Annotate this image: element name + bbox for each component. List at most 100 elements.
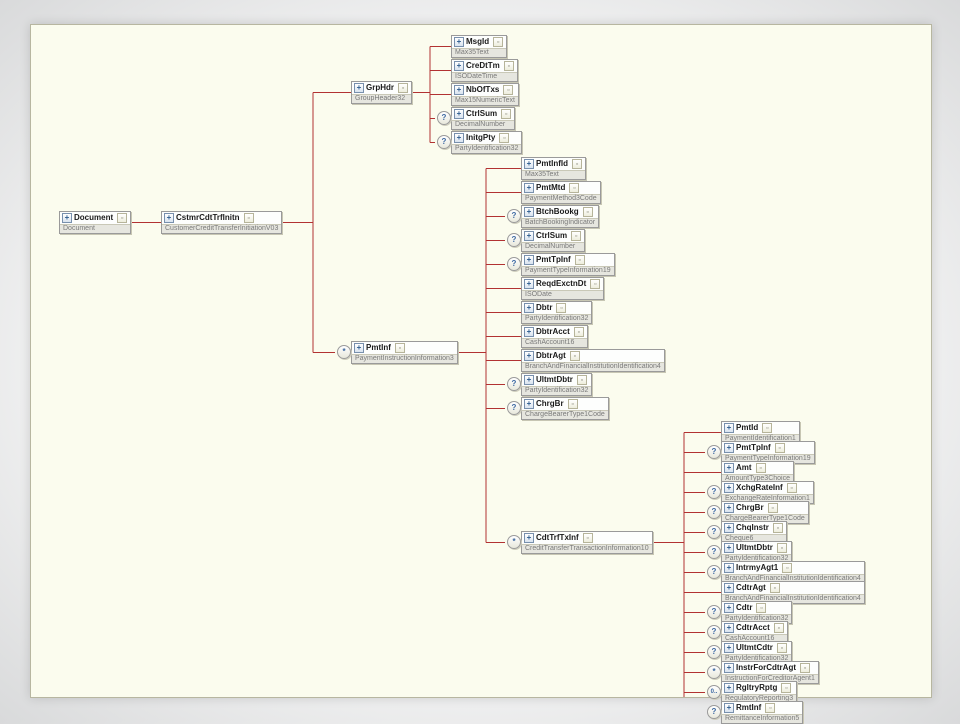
node-label: CdtrAcct xyxy=(736,624,770,632)
expand-icon[interactable]: + xyxy=(524,351,534,361)
expand-icon[interactable]: + xyxy=(524,207,534,217)
cardinality-indicator: ? xyxy=(707,485,721,499)
node-label: ChqInstr xyxy=(736,524,769,532)
node-type: DecimalNumber xyxy=(522,242,584,251)
expand-icon[interactable]: + xyxy=(724,603,734,613)
schema-node-pmtmtd[interactable]: +PmtMtd▫PaymentMethod3Code xyxy=(521,181,601,204)
expand-icon[interactable]: + xyxy=(524,533,534,543)
node-label: ChrgBr xyxy=(536,400,564,408)
content-model-icon: ▫ xyxy=(568,399,578,409)
content-model-icon: ▫ xyxy=(775,443,785,453)
cardinality-indicator: ? xyxy=(707,605,721,619)
node-label: ChrgBr xyxy=(736,504,764,512)
schema-node-credttm[interactable]: +CreDtTm▫ISODateTime xyxy=(451,59,518,82)
expand-icon[interactable]: + xyxy=(724,663,734,673)
node-label: MsgId xyxy=(466,38,489,46)
content-model-icon: ▫ xyxy=(768,503,778,513)
schema-node-root[interactable]: +CstmrCdtTrfInitn▫CustomerCreditTransfer… xyxy=(161,211,282,234)
node-label: Document xyxy=(74,214,113,222)
content-model-icon: ▫ xyxy=(570,351,580,361)
expand-icon[interactable]: + xyxy=(724,423,734,433)
expand-icon[interactable]: + xyxy=(524,183,534,193)
schema-node-grphdr[interactable]: +GrpHdr▫GroupHeader32 xyxy=(351,81,412,104)
expand-icon[interactable]: + xyxy=(454,109,464,119)
expand-icon[interactable]: + xyxy=(524,375,534,385)
node-type: RemittanceInformation5 xyxy=(722,714,802,723)
node-label: PmtInfId xyxy=(536,160,568,168)
node-label: IntrmyAgt1 xyxy=(736,564,778,572)
expand-icon[interactable]: + xyxy=(454,61,464,71)
expand-icon[interactable]: + xyxy=(724,643,734,653)
content-model-icon: ▫ xyxy=(117,213,127,223)
expand-icon[interactable]: + xyxy=(62,213,72,223)
node-type: DecimalNumber xyxy=(452,120,514,129)
content-model-icon: ▫ xyxy=(575,255,585,265)
expand-icon[interactable]: + xyxy=(354,343,364,353)
expand-icon[interactable]: + xyxy=(524,255,534,265)
node-label: Cdtr xyxy=(736,604,752,612)
node-label: CdtTrfTxInf xyxy=(536,534,579,542)
schema-node-doc[interactable]: +Document▫Document xyxy=(59,211,131,234)
schema-node-ctrlsum2[interactable]: +CtrlSum▫DecimalNumber? xyxy=(521,229,585,252)
expand-icon[interactable]: + xyxy=(724,623,734,633)
schema-node-pmtinf[interactable]: +PmtInf▫PaymentInstructionInformation3* xyxy=(351,341,458,364)
expand-icon[interactable]: + xyxy=(724,483,734,493)
schema-node-msgid[interactable]: +MsgId▫Max35Text xyxy=(451,35,507,58)
expand-icon[interactable]: + xyxy=(724,443,734,453)
schema-node-pmtinfid[interactable]: +PmtInfId▫Max35Text xyxy=(521,157,586,180)
expand-icon[interactable]: + xyxy=(724,523,734,533)
expand-icon[interactable]: + xyxy=(724,563,734,573)
schema-node-dbtracct[interactable]: +DbtrAcct▫CashAccount16 xyxy=(521,325,588,348)
expand-icon[interactable]: + xyxy=(724,463,734,473)
schema-node-ctrlsum1[interactable]: +CtrlSum▫DecimalNumber? xyxy=(451,107,515,130)
content-model-icon: ▫ xyxy=(765,703,775,713)
content-model-icon: ▫ xyxy=(577,375,587,385)
schema-node-chrgbr1[interactable]: +ChrgBr▫ChargeBearerType1Code? xyxy=(521,397,609,420)
expand-icon[interactable]: + xyxy=(454,133,464,143)
content-model-icon: ▫ xyxy=(493,37,503,47)
expand-icon[interactable]: + xyxy=(724,583,734,593)
expand-icon[interactable]: + xyxy=(724,703,734,713)
schema-node-reqdexdt[interactable]: +ReqdExctnDt▫ISODate xyxy=(521,277,604,300)
node-type: PaymentInstructionInformation3 xyxy=(352,354,457,363)
content-model-icon: ▫ xyxy=(782,563,792,573)
expand-icon[interactable]: + xyxy=(454,37,464,47)
schema-node-ultmtdbtr[interactable]: +UltmtDbtr▫PartyIdentification32? xyxy=(521,373,592,396)
schema-node-pmttpinf1[interactable]: +PmtTpInf▫PaymentTypeInformation19? xyxy=(521,253,615,276)
node-label: CtrlSum xyxy=(466,110,497,118)
expand-icon[interactable]: + xyxy=(524,279,534,289)
expand-icon[interactable]: + xyxy=(164,213,174,223)
node-type: ISODateTime xyxy=(452,72,517,81)
cardinality-indicator: * xyxy=(507,535,521,549)
content-model-icon: ▫ xyxy=(244,213,254,223)
schema-node-rmtinf[interactable]: +RmtInf▫RemittanceInformation5? xyxy=(721,701,803,724)
expand-icon[interactable]: + xyxy=(524,399,534,409)
node-label: Dbtr xyxy=(536,304,552,312)
expand-icon[interactable]: + xyxy=(524,159,534,169)
expand-icon[interactable]: + xyxy=(724,543,734,553)
schema-node-dbtr[interactable]: +Dbtr▫PartyIdentification32 xyxy=(521,301,592,324)
expand-icon[interactable]: + xyxy=(524,327,534,337)
content-model-icon: ▫ xyxy=(503,85,513,95)
content-model-icon: ▫ xyxy=(590,279,600,289)
content-model-icon: ▫ xyxy=(787,483,797,493)
schema-node-nboftxs[interactable]: +NbOfTxs▫Max15NumericText xyxy=(451,83,519,106)
schema-node-initgpty[interactable]: +InitgPty▫PartyIdentification32? xyxy=(451,131,522,154)
expand-icon[interactable]: + xyxy=(454,85,464,95)
expand-icon[interactable]: + xyxy=(524,303,534,313)
content-model-icon: ▫ xyxy=(574,327,584,337)
node-label: DbtrAgt xyxy=(536,352,566,360)
cardinality-indicator: ? xyxy=(707,505,721,519)
schema-node-dbtragt[interactable]: +DbtrAgt▫BranchAndFinancialInstitutionId… xyxy=(521,349,665,372)
expand-icon[interactable]: + xyxy=(724,683,734,693)
expand-icon[interactable]: + xyxy=(724,503,734,513)
content-model-icon: ▫ xyxy=(499,133,509,143)
schema-node-cdttrftx[interactable]: +CdtTrfTxInf▫CreditTransferTransactionIn… xyxy=(521,531,653,554)
node-label: RgltryRptg xyxy=(736,684,777,692)
content-model-icon: ▫ xyxy=(395,343,405,353)
expand-icon[interactable]: + xyxy=(354,83,364,93)
schema-node-btchbook[interactable]: +BtchBookg▫BatchBookingIndicator? xyxy=(521,205,599,228)
expand-icon[interactable]: + xyxy=(524,231,534,241)
content-model-icon: ▫ xyxy=(774,623,784,633)
node-type: PartyIdentification32 xyxy=(452,144,521,153)
